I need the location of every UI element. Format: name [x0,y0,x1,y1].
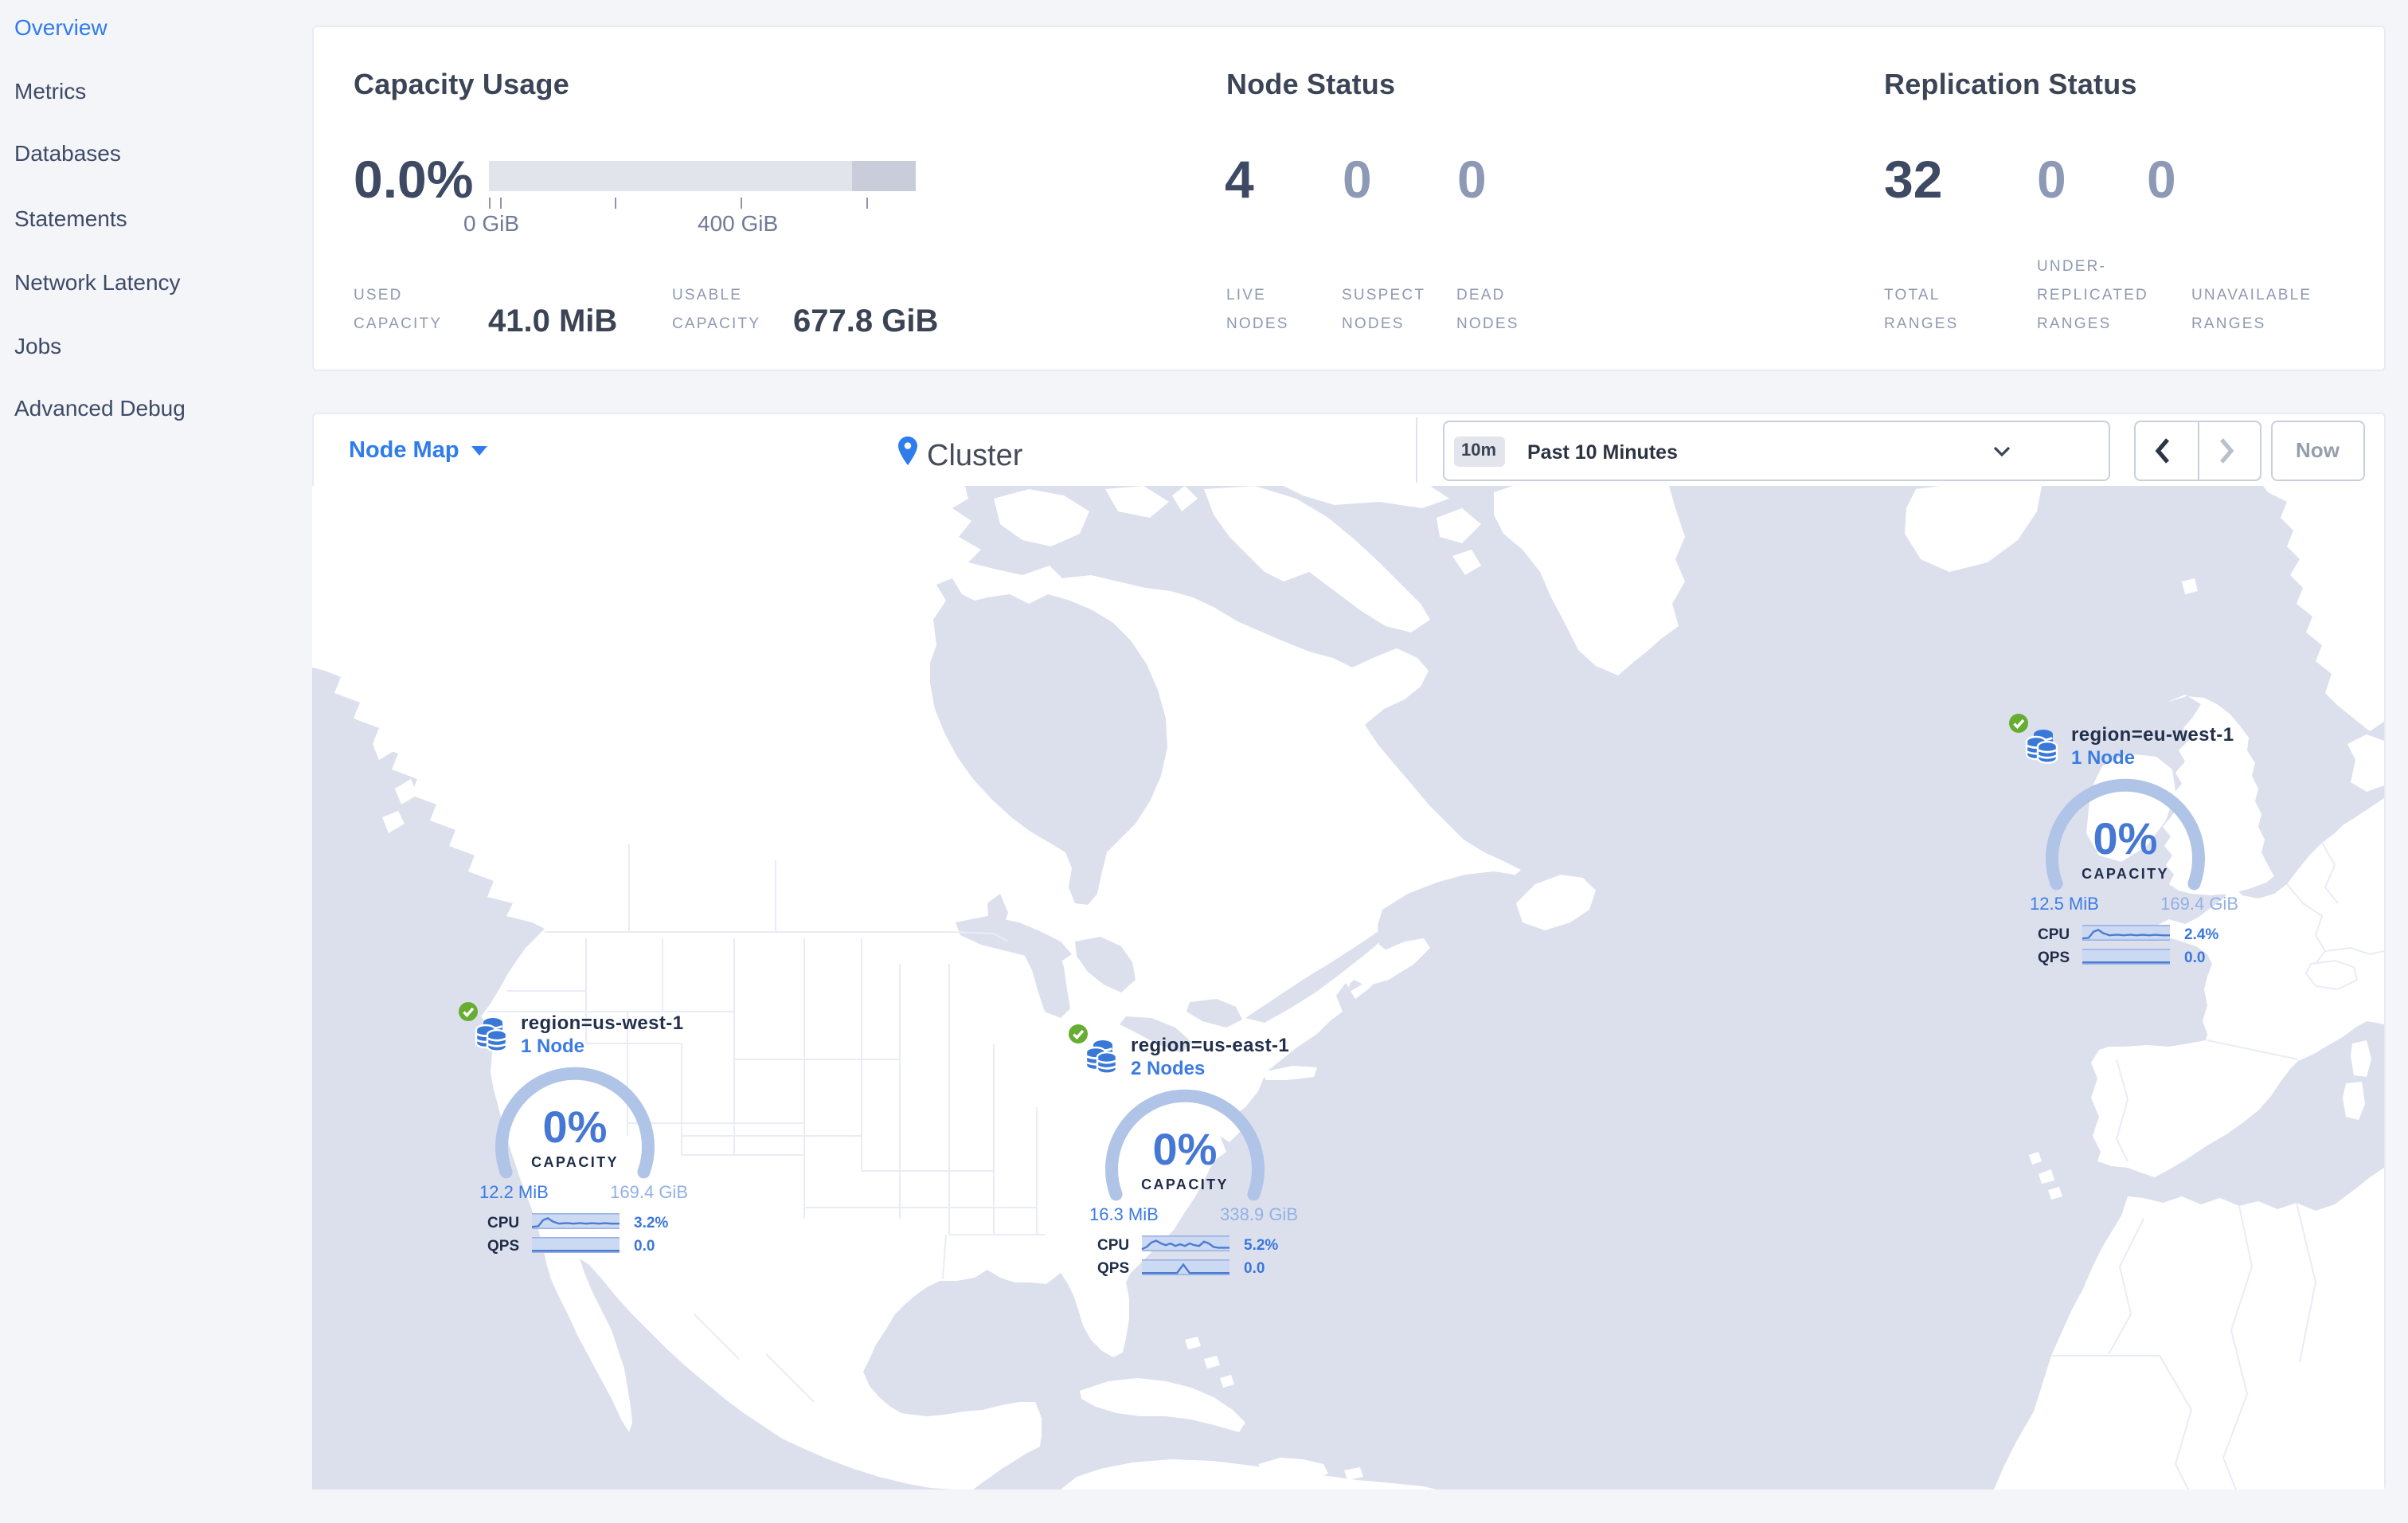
svg-text:CAPACITY: CAPACITY [2082,866,2169,882]
svg-text:0.0: 0.0 [2184,949,2205,966]
svg-text:QPS: QPS [1097,1260,1129,1277]
svg-text:0%: 0% [1153,1124,1218,1174]
svg-text:CPU: CPU [2038,926,2070,943]
svg-text:CAPACITY: CAPACITY [531,1154,619,1170]
svg-text:1 Node: 1 Node [2071,747,2135,769]
svg-text:2 Nodes: 2 Nodes [1131,1058,1205,1079]
svg-text:3.2%: 3.2% [634,1215,668,1231]
svg-text:5.2%: 5.2% [1244,1237,1278,1254]
svg-text:region=us-west-1: region=us-west-1 [521,1012,683,1034]
svg-text:0.0: 0.0 [634,1238,655,1255]
svg-text:12.2 MiB: 12.2 MiB [479,1182,549,1202]
svg-text:region=eu-west-1: region=eu-west-1 [2071,724,2234,746]
svg-text:16.3 MiB: 16.3 MiB [1089,1204,1159,1224]
svg-text:1 Node: 1 Node [521,1036,584,1057]
svg-text:region=us-east-1: region=us-east-1 [1131,1035,1289,1056]
svg-text:2.4%: 2.4% [2184,926,2218,943]
svg-text:QPS: QPS [2038,949,2070,966]
svg-text:CAPACITY: CAPACITY [1141,1177,1229,1192]
svg-text:0.0: 0.0 [1244,1260,1265,1277]
svg-text:0%: 0% [2093,813,2158,863]
svg-text:QPS: QPS [487,1238,519,1255]
svg-text:0%: 0% [543,1102,608,1152]
svg-text:169.4 GiB: 169.4 GiB [2160,894,2238,914]
svg-text:338.9 GiB: 338.9 GiB [1220,1204,1298,1224]
svg-text:169.4 GiB: 169.4 GiB [610,1182,688,1202]
svg-text:12.5 MiB: 12.5 MiB [2030,894,2099,914]
svg-text:CPU: CPU [1097,1237,1129,1254]
svg-text:CPU: CPU [487,1215,519,1231]
